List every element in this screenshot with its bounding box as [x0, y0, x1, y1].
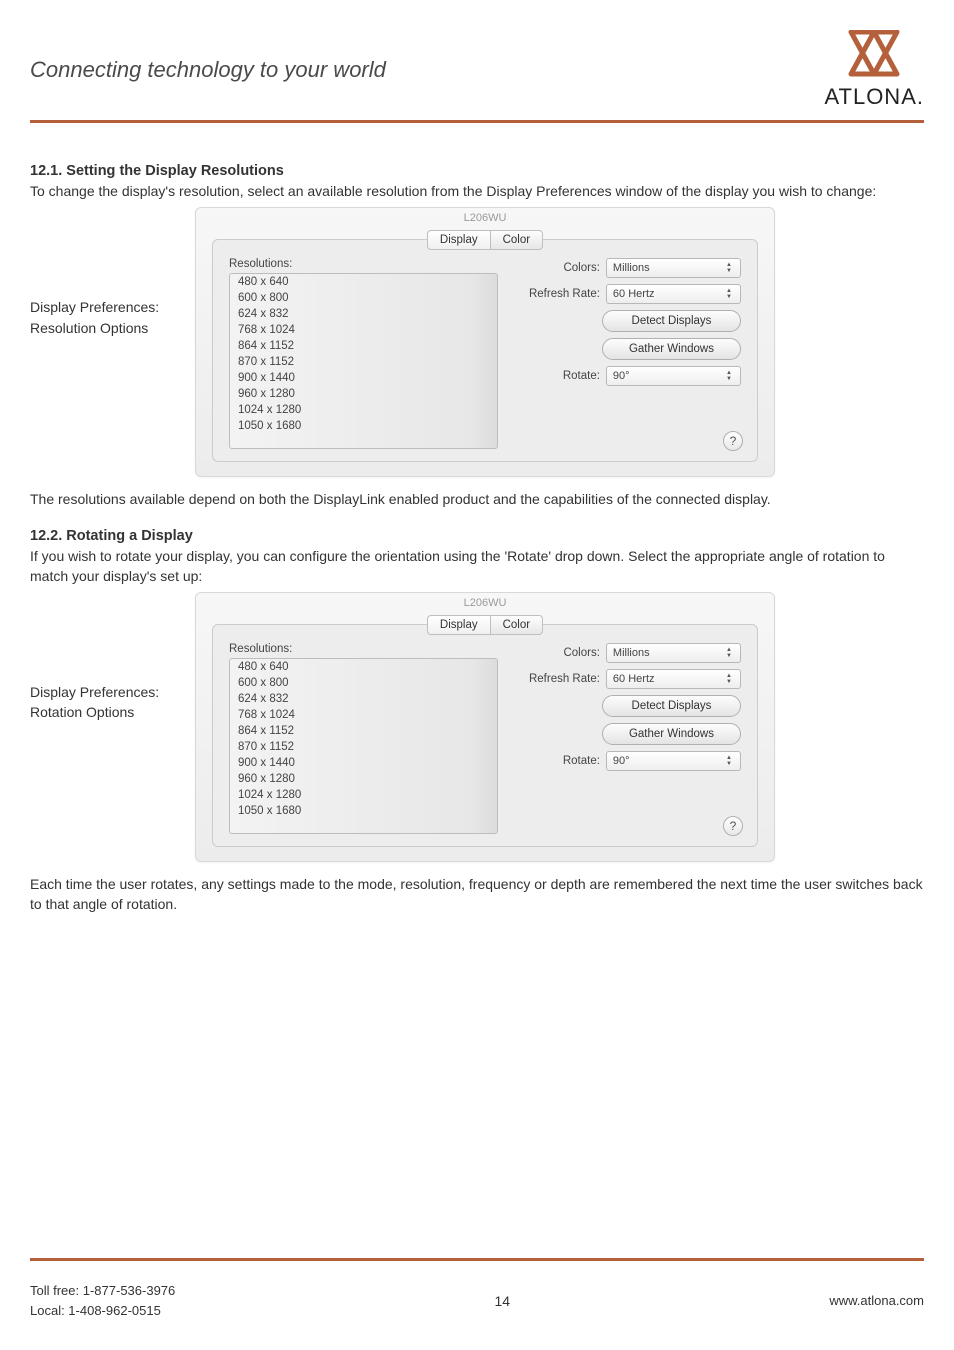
- tab-display[interactable]: Display: [427, 615, 490, 635]
- stepper-icon: ▲▼: [726, 673, 734, 685]
- refresh-rate-label: Refresh Rate:: [512, 288, 600, 300]
- list-item[interactable]: 870 x 1152: [230, 739, 497, 755]
- colors-select[interactable]: Millions ▲▼: [606, 643, 741, 663]
- stepper-icon: ▲▼: [726, 370, 734, 382]
- list-item[interactable]: 600 x 800: [230, 290, 497, 306]
- list-item[interactable]: 480 x 640: [230, 659, 497, 675]
- list-item[interactable]: 624 x 832: [230, 691, 497, 707]
- footer-contact: Toll free: 1-877-536-3976 Local: 1-408-9…: [30, 1281, 175, 1320]
- list-item[interactable]: 864 x 1152: [230, 338, 497, 354]
- prefs-window-title: L206WU: [196, 208, 774, 230]
- page-footer: Toll free: 1-877-536-3976 Local: 1-408-9…: [30, 1258, 924, 1320]
- list-item[interactable]: 1050 x 1680: [230, 418, 497, 434]
- resolutions-label: Resolutions:: [229, 643, 498, 655]
- tab-color[interactable]: Color: [490, 615, 543, 635]
- display-prefs-window-2: L206WU Display Color Resolutions: 480 x …: [195, 592, 775, 862]
- list-item[interactable]: 1050 x 1680: [230, 803, 497, 819]
- list-item[interactable]: 1024 x 1280: [230, 787, 497, 803]
- section-12-1-intro: To change the display's resolution, sele…: [30, 181, 924, 201]
- rotate-label: Rotate:: [512, 370, 600, 382]
- section-12-1-heading: 12.1. Setting the Display Resolutions: [30, 163, 924, 179]
- page-header: Connecting technology to your world ATLO…: [30, 30, 924, 123]
- rotate-select[interactable]: 90° ▲▼: [606, 751, 741, 771]
- refresh-rate-label: Refresh Rate:: [512, 673, 600, 685]
- brand-logo-icon: [847, 30, 901, 78]
- rotate-label: Rotate:: [512, 755, 600, 767]
- detect-displays-button[interactable]: Detect Displays: [602, 310, 741, 332]
- resolutions-list[interactable]: 480 x 640 600 x 800 624 x 832 768 x 1024…: [229, 273, 498, 449]
- rotate-select[interactable]: 90° ▲▼: [606, 366, 741, 386]
- list-item[interactable]: 960 x 1280: [230, 771, 497, 787]
- stepper-icon: ▲▼: [726, 647, 734, 659]
- brand-logo: ATLONA.: [824, 30, 924, 110]
- prefs-window-title: L206WU: [196, 593, 774, 615]
- list-item[interactable]: 768 x 1024: [230, 322, 497, 338]
- list-item[interactable]: 960 x 1280: [230, 386, 497, 402]
- stepper-icon: ▲▼: [726, 288, 734, 300]
- tagline: Connecting technology to your world: [30, 57, 386, 83]
- gather-windows-button[interactable]: Gather Windows: [602, 723, 741, 745]
- list-item[interactable]: 900 x 1440: [230, 370, 497, 386]
- stepper-icon: ▲▼: [726, 262, 734, 274]
- list-item[interactable]: 624 x 832: [230, 306, 497, 322]
- footer-url: www.atlona.com: [829, 1293, 924, 1308]
- stepper-icon: ▲▼: [726, 755, 734, 767]
- list-item[interactable]: 480 x 640: [230, 274, 497, 290]
- resolutions-list[interactable]: 480 x 640 600 x 800 624 x 832 768 x 1024…: [229, 658, 498, 834]
- tab-color[interactable]: Color: [490, 230, 543, 250]
- section-12-1-side-label: Display Preferences: Resolution Options: [30, 207, 195, 338]
- section-12-2-heading: 12.2. Rotating a Display: [30, 528, 924, 544]
- resolutions-label: Resolutions:: [229, 258, 498, 270]
- list-item[interactable]: 600 x 800: [230, 675, 497, 691]
- list-item[interactable]: 900 x 1440: [230, 755, 497, 771]
- display-prefs-window-1: L206WU Display Color Resolutions: 480 x …: [195, 207, 775, 477]
- gather-windows-button[interactable]: Gather Windows: [602, 338, 741, 360]
- tab-display[interactable]: Display: [427, 230, 490, 250]
- list-item[interactable]: 870 x 1152: [230, 354, 497, 370]
- list-item[interactable]: 864 x 1152: [230, 723, 497, 739]
- detect-displays-button[interactable]: Detect Displays: [602, 695, 741, 717]
- refresh-rate-select[interactable]: 60 Hertz ▲▼: [606, 284, 741, 304]
- colors-select[interactable]: Millions ▲▼: [606, 258, 741, 278]
- section-12-1-outro: The resolutions available depend on both…: [30, 489, 924, 509]
- colors-label: Colors:: [512, 647, 600, 659]
- section-12-2-outro: Each time the user rotates, any settings…: [30, 874, 924, 915]
- section-12-2-intro: If you wish to rotate your display, you …: [30, 546, 924, 587]
- brand-logo-text: ATLONA.: [824, 84, 924, 110]
- page-number: 14: [495, 1293, 511, 1309]
- colors-label: Colors:: [512, 262, 600, 274]
- list-item[interactable]: 768 x 1024: [230, 707, 497, 723]
- section-12-2-side-label: Display Preferences: Rotation Options: [30, 592, 195, 723]
- list-item[interactable]: 1024 x 1280: [230, 402, 497, 418]
- refresh-rate-select[interactable]: 60 Hertz ▲▼: [606, 669, 741, 689]
